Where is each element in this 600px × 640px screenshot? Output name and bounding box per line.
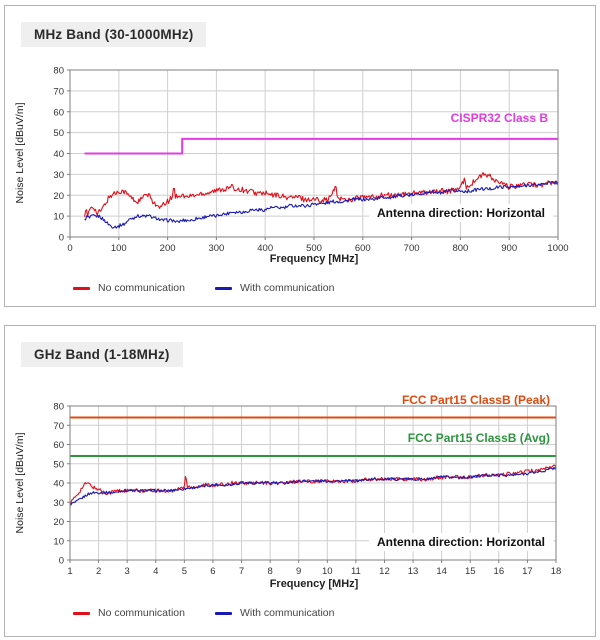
svg-text:12: 12 <box>379 566 390 577</box>
svg-text:80: 80 <box>53 402 64 413</box>
svg-text:10: 10 <box>53 212 64 223</box>
svg-text:16: 16 <box>494 566 505 577</box>
panel-title-ghz: GHz Band (1-18MHz) <box>21 342 183 367</box>
svg-text:3: 3 <box>125 566 130 577</box>
fcc-peak-limit-label: FCC Part15 ClassB (Peak) <box>401 393 550 407</box>
panel-ghz-band: GHz Band (1-18MHz) Noise Level [dBuV/m] … <box>4 325 596 637</box>
legend-label: With communication <box>239 607 335 619</box>
svg-text:40: 40 <box>53 479 64 490</box>
legend-mhz: No communication With communication <box>73 282 334 294</box>
svg-text:100: 100 <box>111 243 127 254</box>
svg-text:6: 6 <box>210 566 215 577</box>
mhz-chart: 0 100 200 300 400 500 600 700 800 900 1000 0 10 20 30 4… <box>53 66 568 255</box>
antenna-direction-annotation-mhz: Antenna direction: Horizontal <box>369 204 553 222</box>
svg-text:50: 50 <box>53 128 64 139</box>
svg-text:500: 500 <box>306 243 322 254</box>
antenna-direction-annotation-ghz: Antenna direction: Horizontal <box>369 533 553 551</box>
svg-text:0: 0 <box>67 243 72 254</box>
svg-text:18: 18 <box>551 566 562 577</box>
cispr32-classb-limit-label: CISPR32 Class B <box>450 111 548 125</box>
panel-mhz-band: MHz Band (30-1000MHz) Noise Level [dBuV/… <box>4 5 596 307</box>
svg-text:700: 700 <box>404 243 420 254</box>
svg-text:600: 600 <box>355 243 371 254</box>
ghz-chart: 1 2 3 4 5 6 7 8 9 10 11 12 13 14 15 16 17 180102030405060… <box>53 402 562 578</box>
svg-text:7: 7 <box>239 566 244 577</box>
svg-text:10: 10 <box>322 566 333 577</box>
svg-text:20: 20 <box>53 191 64 202</box>
svg-text:11: 11 <box>351 566 361 577</box>
x-axis-label-mhz: Frequency [MHz] <box>269 253 359 265</box>
svg-text:800: 800 <box>452 243 468 254</box>
svg-text:0: 0 <box>59 556 64 567</box>
svg-text:1000: 1000 <box>547 243 568 254</box>
legend-label: No communication <box>98 607 185 619</box>
svg-text:10: 10 <box>53 536 64 547</box>
svg-text:200: 200 <box>160 243 176 254</box>
svg-text:8: 8 <box>267 566 272 577</box>
svg-text:0: 0 <box>59 233 64 244</box>
svg-text:4: 4 <box>153 566 158 577</box>
legend-item-no-communication: No communication <box>73 282 185 294</box>
svg-text:1: 1 <box>67 566 72 577</box>
svg-text:80: 80 <box>53 66 64 77</box>
svg-text:15: 15 <box>465 566 476 577</box>
svg-text:900: 900 <box>501 243 517 254</box>
legend-item-with-communication: With communication <box>214 607 335 619</box>
svg-text:13: 13 <box>408 566 419 577</box>
legend-label: No communication <box>98 282 185 294</box>
svg-text:14: 14 <box>436 566 447 577</box>
fcc-avg-limit-label: FCC Part15 ClassB (Avg) <box>407 431 550 445</box>
legend-label: With communication <box>239 282 335 294</box>
svg-text:70: 70 <box>53 86 64 97</box>
svg-text:400: 400 <box>257 243 273 254</box>
svg-text:17: 17 <box>522 566 533 577</box>
legend-ghz: No communication With communication <box>73 607 334 619</box>
red-line-swatch <box>73 611 90 615</box>
blue-line-swatch <box>214 286 232 290</box>
legend-item-no-communication: No communication <box>73 607 185 619</box>
svg-text:50: 50 <box>53 459 64 470</box>
svg-text:2: 2 <box>96 566 101 577</box>
svg-text:60: 60 <box>53 440 64 451</box>
svg-text:40: 40 <box>53 149 64 160</box>
svg-text:70: 70 <box>53 421 64 432</box>
svg-text:20: 20 <box>53 517 64 528</box>
panel-title-mhz: MHz Band (30-1000MHz) <box>21 22 207 47</box>
x-axis-label-ghz: Frequency [MHz] <box>269 578 359 590</box>
svg-text:5: 5 <box>182 566 187 577</box>
svg-text:60: 60 <box>53 107 64 118</box>
legend-item-with-communication: With communication <box>214 282 335 294</box>
blue-line-swatch <box>214 611 232 615</box>
svg-text:9: 9 <box>296 566 301 577</box>
svg-text:300: 300 <box>208 243 224 254</box>
svg-text:30: 30 <box>53 498 64 509</box>
svg-text:30: 30 <box>53 170 64 181</box>
red-line-swatch <box>73 286 90 290</box>
